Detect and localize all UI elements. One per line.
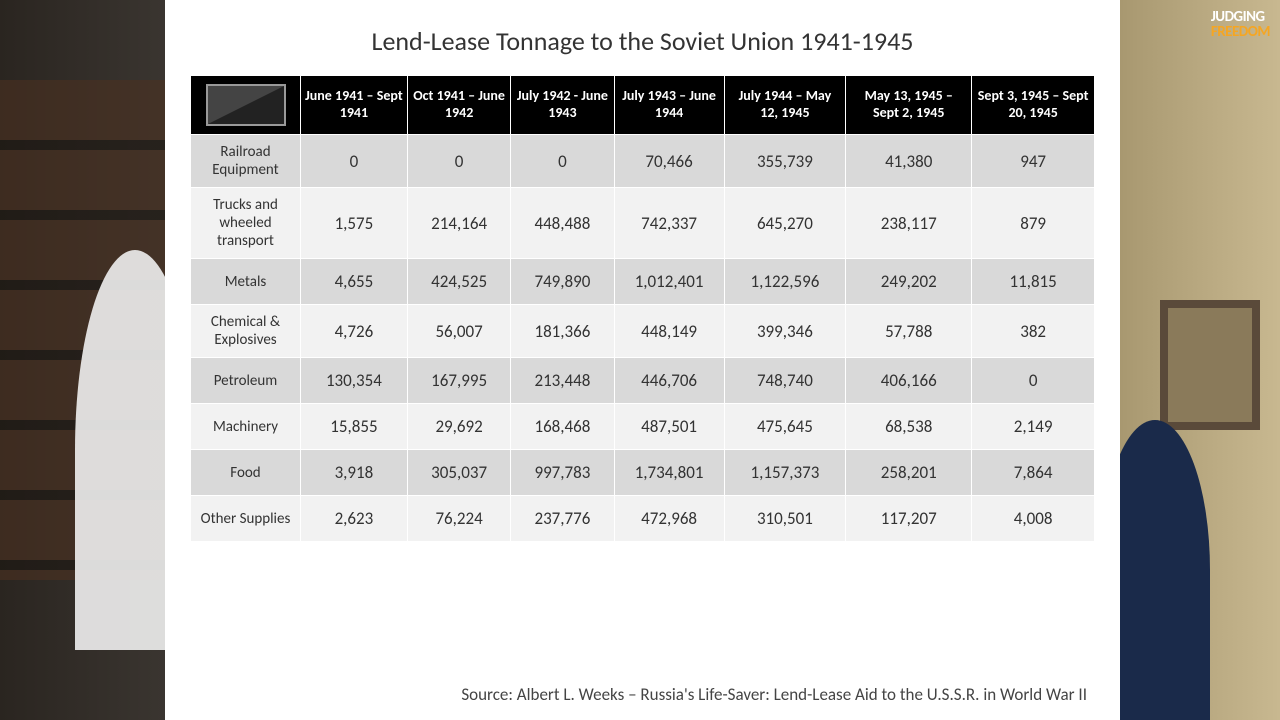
picture-frame-bg <box>1160 300 1260 430</box>
data-cell: 310,501 <box>724 496 846 542</box>
channel-logo: JUDGING FREEDOM <box>1211 10 1270 40</box>
data-cell: 448,149 <box>614 305 724 358</box>
us-ussr-flag-icon <box>206 84 286 126</box>
logo-line2: FREEDOM <box>1211 25 1270 40</box>
table-row: Railroad Equipment00070,466355,73941,380… <box>191 135 1095 188</box>
data-cell: 448,488 <box>511 188 614 259</box>
source-citation: Source: Albert L. Weeks – Russia's Life-… <box>190 664 1095 705</box>
data-cell: 70,466 <box>614 135 724 188</box>
data-cell: 0 <box>972 358 1095 404</box>
data-cell: 446,706 <box>614 358 724 404</box>
data-cell: 0 <box>407 135 511 188</box>
data-cell: 1,122,596 <box>724 259 846 305</box>
row-label: Other Supplies <box>191 496 301 542</box>
data-cell: 879 <box>972 188 1095 259</box>
col-header: July 1942 - June 1943 <box>511 76 614 135</box>
lend-lease-table: June 1941 – Sept 1941 Oct 1941 – June 19… <box>190 75 1095 542</box>
table-row: Food3,918305,037997,7831,734,8011,157,37… <box>191 450 1095 496</box>
data-cell: 238,117 <box>846 188 972 259</box>
data-cell: 645,270 <box>724 188 846 259</box>
row-label: Petroleum <box>191 358 301 404</box>
data-cell: 213,448 <box>511 358 614 404</box>
data-cell: 2,149 <box>972 404 1095 450</box>
data-cell: 181,366 <box>511 305 614 358</box>
data-cell: 237,776 <box>511 496 614 542</box>
col-header: Sept 3, 1945 – Sept 20, 1945 <box>972 76 1095 135</box>
data-cell: 424,525 <box>407 259 511 305</box>
data-cell: 305,037 <box>407 450 511 496</box>
slide-title: Lend-Lease Tonnage to the Soviet Union 1… <box>190 25 1095 57</box>
row-label: Food <box>191 450 301 496</box>
table-row: Petroleum130,354167,995213,448446,706748… <box>191 358 1095 404</box>
data-cell: 76,224 <box>407 496 511 542</box>
table-row: Machinery15,85529,692168,468487,501475,6… <box>191 404 1095 450</box>
col-header: May 13, 1945 – Sept 2, 1945 <box>846 76 972 135</box>
data-cell: 748,740 <box>724 358 846 404</box>
data-cell: 1,734,801 <box>614 450 724 496</box>
table-row: Chemical & Explosives4,72656,007181,3664… <box>191 305 1095 358</box>
col-header: July 1943 – June 1944 <box>614 76 724 135</box>
data-cell: 4,008 <box>972 496 1095 542</box>
data-cell: 15,855 <box>301 404 408 450</box>
data-cell: 2,623 <box>301 496 408 542</box>
data-cell: 258,201 <box>846 450 972 496</box>
data-cell: 0 <box>511 135 614 188</box>
col-header: Oct 1941 – June 1942 <box>407 76 511 135</box>
data-cell: 472,968 <box>614 496 724 542</box>
data-cell: 168,468 <box>511 404 614 450</box>
data-cell: 117,207 <box>846 496 972 542</box>
data-cell: 1,157,373 <box>724 450 846 496</box>
video-bg-left <box>0 0 165 720</box>
data-cell: 130,354 <box>301 358 408 404</box>
data-cell: 399,346 <box>724 305 846 358</box>
data-cell: 382 <box>972 305 1095 358</box>
data-cell: 749,890 <box>511 259 614 305</box>
video-bg-right <box>1120 0 1280 720</box>
table-row: Other Supplies2,62376,224237,776472,9683… <box>191 496 1095 542</box>
data-cell: 57,788 <box>846 305 972 358</box>
table-body: Railroad Equipment00070,466355,73941,380… <box>191 135 1095 542</box>
data-cell: 214,164 <box>407 188 511 259</box>
data-cell: 997,783 <box>511 450 614 496</box>
data-cell: 355,739 <box>724 135 846 188</box>
data-cell: 0 <box>301 135 408 188</box>
data-cell: 7,864 <box>972 450 1095 496</box>
table-row: Metals4,655424,525749,8901,012,4011,122,… <box>191 259 1095 305</box>
data-cell: 4,726 <box>301 305 408 358</box>
data-cell: 406,166 <box>846 358 972 404</box>
flag-header-cell <box>191 76 301 135</box>
table-header-row: June 1941 – Sept 1941 Oct 1941 – June 19… <box>191 76 1095 135</box>
row-label: Trucks and wheeled transport <box>191 188 301 259</box>
data-cell: 1,012,401 <box>614 259 724 305</box>
data-cell: 3,918 <box>301 450 408 496</box>
data-cell: 4,655 <box>301 259 408 305</box>
col-header: June 1941 – Sept 1941 <box>301 76 408 135</box>
data-cell: 29,692 <box>407 404 511 450</box>
col-header: July 1944 – May 12, 1945 <box>724 76 846 135</box>
row-label: Railroad Equipment <box>191 135 301 188</box>
data-cell: 68,538 <box>846 404 972 450</box>
data-cell: 742,337 <box>614 188 724 259</box>
data-cell: 249,202 <box>846 259 972 305</box>
table-row: Trucks and wheeled transport1,575214,164… <box>191 188 1095 259</box>
row-label: Machinery <box>191 404 301 450</box>
data-cell: 11,815 <box>972 259 1095 305</box>
presentation-slide: Lend-Lease Tonnage to the Soviet Union 1… <box>165 0 1120 720</box>
data-cell: 947 <box>972 135 1095 188</box>
data-cell: 167,995 <box>407 358 511 404</box>
row-label: Chemical & Explosives <box>191 305 301 358</box>
data-cell: 487,501 <box>614 404 724 450</box>
data-cell: 41,380 <box>846 135 972 188</box>
row-label: Metals <box>191 259 301 305</box>
data-cell: 1,575 <box>301 188 408 259</box>
data-cell: 56,007 <box>407 305 511 358</box>
data-cell: 475,645 <box>724 404 846 450</box>
